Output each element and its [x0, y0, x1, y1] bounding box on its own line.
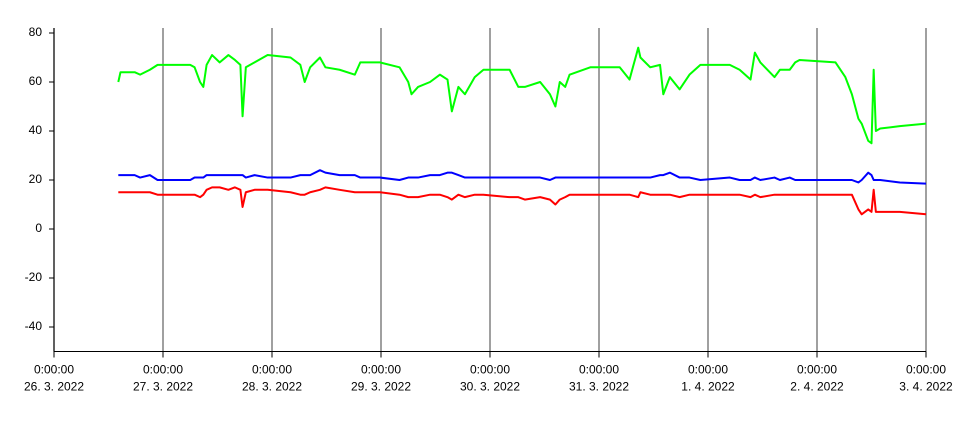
x-tick-label: 26. 3. 2022	[24, 380, 84, 394]
x-tick-label: 31. 3. 2022	[569, 380, 629, 394]
y-tick-label: -40	[25, 319, 43, 333]
y-tick-label: 0	[35, 221, 42, 235]
x-tick-label: 0:00:00	[361, 363, 401, 377]
x-tick-label: 3. 4. 2022	[899, 380, 953, 394]
x-tick-label: 27. 3. 2022	[133, 380, 193, 394]
y-tick-label: -20	[25, 270, 43, 284]
x-tick-label: 0:00:00	[252, 363, 292, 377]
x-tick-label: 0:00:00	[688, 363, 728, 377]
x-tick-label: 0:00:00	[797, 363, 837, 377]
x-tick-label: 0:00:00	[906, 363, 946, 377]
x-tick-label: 0:00:00	[143, 363, 183, 377]
series-line	[117, 46, 927, 145]
series-line	[118, 169, 927, 185]
y-tick-label: 40	[29, 123, 43, 137]
x-tick-label: 2. 4. 2022	[790, 380, 844, 394]
y-tick-label: 60	[29, 74, 43, 88]
x-tick-label: 0:00:00	[34, 363, 74, 377]
x-tick-label: 29. 3. 2022	[351, 380, 411, 394]
y-tick-label: 20	[29, 172, 43, 186]
x-tick-label: 1. 4. 2022	[681, 380, 735, 394]
series-line	[118, 186, 927, 216]
x-tick-label: 28. 3. 2022	[242, 380, 302, 394]
x-tick-label: 0:00:00	[579, 363, 619, 377]
x-tick-label: 30. 3. 2022	[460, 380, 520, 394]
y-tick-label: 80	[29, 25, 43, 39]
x-tick-label: 0:00:00	[470, 363, 510, 377]
